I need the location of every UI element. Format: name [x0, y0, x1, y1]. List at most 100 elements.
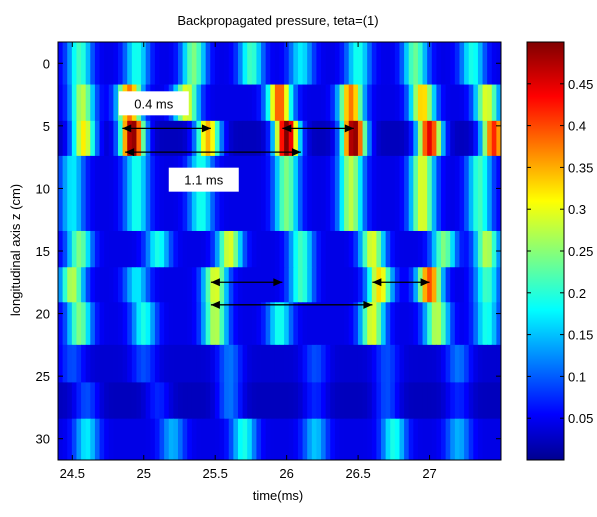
heatmap-cell — [62, 267, 68, 303]
heatmap-cell — [247, 42, 253, 85]
heatmap-cell — [307, 418, 313, 460]
heatmap-cell — [261, 230, 267, 268]
heatmap-cell — [242, 84, 248, 122]
heatmap-cell — [417, 267, 424, 303]
heatmap-cell — [404, 344, 410, 383]
heatmap-cell — [431, 84, 437, 122]
heatmap-cell — [159, 267, 165, 303]
heatmap-cell — [145, 267, 151, 303]
heatmap-cell — [224, 382, 230, 420]
heatmap-cell — [136, 302, 142, 346]
heatmap-cell — [302, 230, 308, 268]
heatmap-cell — [288, 302, 294, 346]
heatmap-cell — [85, 302, 91, 346]
heatmap-cell — [279, 382, 285, 420]
heatmap-cell — [413, 267, 419, 303]
heatmap-cell — [247, 120, 253, 157]
heatmap-cell — [325, 155, 331, 232]
heatmap-cell — [67, 344, 73, 383]
heatmap-cell — [487, 302, 493, 346]
heatmap-cell — [85, 230, 91, 268]
heatmap-cell — [274, 302, 281, 346]
heatmap-cell — [201, 120, 207, 157]
heatmap-cell — [62, 155, 68, 232]
heatmap-cell — [362, 84, 368, 122]
heatmap-cell — [187, 120, 193, 157]
heatmap-cell — [205, 267, 211, 303]
heatmap-cell — [381, 42, 387, 85]
heatmap-cell — [85, 155, 91, 232]
heatmap-cell — [431, 302, 437, 346]
heatmap-cell — [404, 267, 410, 303]
colorbar-tick-label: 0.25 — [568, 244, 593, 259]
heatmap-cell — [427, 84, 433, 122]
heatmap-cell — [325, 267, 331, 303]
heatmap-cell — [339, 302, 345, 346]
heatmap-cell — [159, 418, 165, 460]
heatmap-cell — [302, 155, 308, 232]
heatmap-cell — [99, 155, 105, 232]
heatmap-cell — [339, 382, 345, 420]
heatmap-cell — [316, 155, 322, 232]
heatmap-cell — [464, 84, 470, 122]
heatmap-cell — [422, 155, 428, 232]
double-arrow — [125, 148, 301, 157]
heatmap-cell — [94, 230, 101, 268]
heatmap-cell — [94, 42, 101, 85]
heatmap-cell — [81, 382, 87, 420]
heatmap-cell — [90, 382, 96, 420]
heatmap-cell — [367, 344, 373, 383]
heatmap-cell — [367, 230, 373, 268]
heatmap-cell — [394, 267, 401, 303]
heatmap-cell — [413, 42, 419, 85]
heatmap-cell — [270, 267, 276, 303]
heatmap-cell — [334, 42, 341, 85]
heatmap-cell — [177, 120, 184, 157]
heatmap-cell — [459, 382, 465, 420]
heatmap-cell — [450, 84, 456, 122]
heatmap-cell — [233, 42, 239, 85]
heatmap-cell — [261, 267, 267, 303]
heatmap-cell — [348, 84, 354, 122]
heatmap-cell — [464, 42, 470, 85]
heatmap-cell — [279, 230, 285, 268]
heatmap-cell — [265, 382, 271, 420]
heatmap-cell — [376, 42, 382, 85]
heatmap-cell — [422, 344, 428, 383]
heatmap-cell — [191, 155, 198, 232]
heatmap-cell — [108, 155, 114, 232]
heatmap-cell — [251, 418, 258, 460]
heatmap-cell — [187, 302, 193, 346]
heatmap-cell — [357, 302, 364, 346]
heatmap-cell — [117, 302, 124, 346]
heatmap-cell — [233, 344, 239, 383]
double-arrow — [210, 300, 373, 309]
heatmap-cell — [136, 267, 142, 303]
heatmap-cell — [441, 267, 447, 303]
heatmap-cell — [71, 267, 78, 303]
heatmap-cell — [94, 382, 101, 420]
heatmap-cell — [251, 382, 258, 420]
heatmap-cell — [431, 230, 437, 268]
heatmap-cell — [459, 120, 465, 157]
heatmap-cell — [353, 42, 359, 85]
heatmap-cell — [261, 120, 267, 157]
heatmap-cell — [136, 120, 142, 157]
heatmap-cell — [399, 155, 405, 232]
heatmap-cell — [71, 42, 78, 85]
heatmap-cell — [464, 230, 470, 268]
heatmap-cell — [67, 267, 73, 303]
heatmap-cell — [473, 418, 479, 460]
heatmap-cell — [233, 418, 239, 460]
heatmap-cell — [371, 120, 378, 157]
heatmap-cell — [71, 230, 78, 268]
heatmap-cell — [145, 42, 151, 85]
heatmap-cell — [427, 230, 433, 268]
heatmap-cell — [90, 344, 96, 383]
heatmap-cell — [339, 42, 345, 85]
heatmap-cell — [422, 302, 428, 346]
heatmap-cell — [224, 155, 230, 232]
heatmap-cell — [487, 155, 493, 232]
heatmap-cell — [288, 230, 294, 268]
heatmap-cell — [385, 418, 391, 460]
